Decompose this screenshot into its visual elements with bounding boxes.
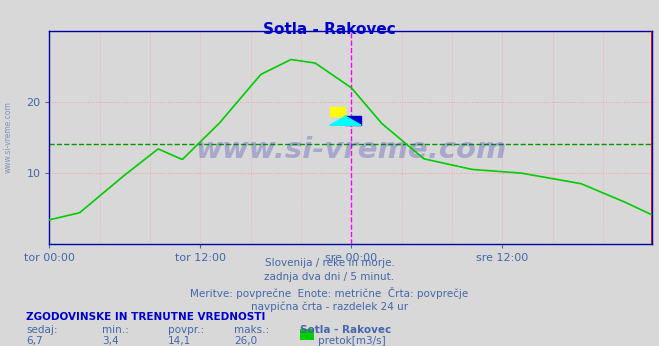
Text: www.si-vreme.com: www.si-vreme.com [4, 102, 13, 173]
Bar [345, 116, 361, 125]
Text: 14,1: 14,1 [168, 336, 191, 346]
Text: zadnja dva dni / 5 minut.: zadnja dva dni / 5 minut. [264, 272, 395, 282]
Text: 6,7: 6,7 [26, 336, 43, 346]
Text: Sotla - Rakovec: Sotla - Rakovec [300, 325, 391, 335]
Text: 26,0: 26,0 [234, 336, 257, 346]
Text: pretok[m3/s]: pretok[m3/s] [318, 336, 386, 346]
Text: ZGODOVINSKE IN TRENUTNE VREDNOSTI: ZGODOVINSKE IN TRENUTNE VREDNOSTI [26, 312, 266, 322]
Text: Slovenija / reke in morje.: Slovenija / reke in morje. [264, 258, 395, 268]
Text: maks.:: maks.: [234, 325, 269, 335]
Bar [330, 107, 345, 116]
Text: Sotla - Rakovec: Sotla - Rakovec [263, 22, 396, 37]
Text: sedaj:: sedaj: [26, 325, 58, 335]
Text: 3,4: 3,4 [102, 336, 119, 346]
Polygon shape [330, 116, 361, 125]
Text: min.:: min.: [102, 325, 129, 335]
Text: povpr.:: povpr.: [168, 325, 204, 335]
Text: Meritve: povprečne  Enote: metrične  Črta: povprečje: Meritve: povprečne Enote: metrične Črta:… [190, 287, 469, 299]
Text: www.si-vreme.com: www.si-vreme.com [195, 136, 507, 164]
Text: navpična črta - razdelek 24 ur: navpična črta - razdelek 24 ur [251, 301, 408, 312]
